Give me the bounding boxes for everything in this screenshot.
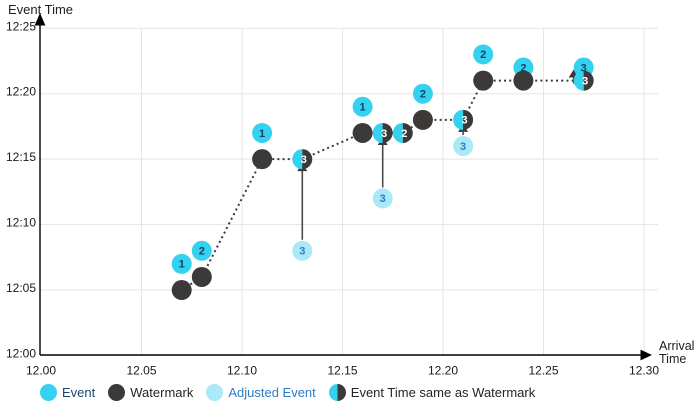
event-point [191, 240, 212, 261]
legend-item-adjusted: Adjusted Event [206, 384, 316, 401]
x-tick-label: 12.20 [428, 364, 458, 378]
event-point [252, 122, 273, 143]
same-as-watermark-point [302, 149, 313, 170]
event-number: 2 [520, 62, 526, 74]
x-tick-label: 12.00 [26, 364, 56, 378]
x-axis-title-line1: Arrival [659, 339, 694, 353]
same-as-watermark-number: 3 [381, 128, 387, 140]
chart-canvas: Event Time Arrival Time 12:00 12:05 12:10 1… [6, 2, 694, 378]
same-as-watermark-point [463, 109, 474, 130]
y-tick-label: 12:15 [6, 150, 36, 164]
legend-label-same: Event Time same as Watermark [350, 385, 536, 400]
x-axis-title-line2: Time [659, 352, 686, 366]
event-number: 2 [420, 89, 426, 101]
x-axis-arrowhead-icon [640, 349, 652, 361]
event-point [171, 253, 192, 274]
adjusted-event-point [292, 240, 313, 261]
event-number: 1 [179, 259, 185, 271]
same-as-watermark-number: 2 [401, 128, 407, 140]
event-point [412, 83, 433, 104]
same-legend-icon [328, 384, 346, 401]
same-as-watermark-number: 3 [582, 75, 588, 87]
y-axis-title: Event Time [8, 2, 73, 17]
y-tick-label: 12:20 [6, 85, 36, 99]
event-number: 3 [581, 62, 587, 74]
x-tick-label: 12.30 [629, 364, 659, 378]
legend-item-watermark: Watermark [108, 384, 193, 401]
same-as-watermark-point [402, 122, 413, 143]
watermark-point [513, 70, 534, 91]
adjusted-legend-icon [206, 384, 224, 401]
event-number: 2 [480, 49, 486, 61]
legend-label-adjusted: Adjusted Event [228, 385, 316, 400]
event-legend-icon [40, 384, 57, 401]
event-number: 1 [259, 128, 265, 140]
same-as-watermark-point [382, 122, 393, 143]
watermark-point [171, 280, 192, 301]
legend-label-event: Event [62, 385, 96, 400]
x-tick-label: 12.10 [227, 364, 257, 378]
same-as-watermark-number: 3 [462, 115, 468, 127]
same-as-watermark-point [453, 109, 464, 130]
legend-item-same: Event Time same as Watermark [328, 384, 536, 401]
same-as-watermark-point [372, 122, 383, 143]
y-tick-label: 12:10 [6, 216, 36, 230]
watermark-point [412, 109, 433, 130]
y-tick-label: 12:00 [6, 347, 36, 361]
adjusted-event-number: 3 [380, 193, 386, 205]
adjusted-event-point [453, 136, 474, 157]
x-tick-label: 12.25 [528, 364, 558, 378]
same-as-watermark-point [573, 70, 584, 91]
event-point [352, 96, 373, 117]
legend-label-watermark: Watermark [130, 385, 194, 400]
adjusted-event-number: 3 [460, 141, 466, 153]
watermark-point [252, 149, 273, 170]
same-as-watermark-point [292, 149, 303, 170]
event-number: 1 [360, 102, 366, 114]
watermark-legend-icon [108, 384, 126, 401]
x-tick-label: 12.05 [126, 364, 156, 378]
same-as-watermark-point [583, 70, 594, 91]
same-as-watermark-point [392, 122, 403, 143]
watermark-point [473, 70, 494, 91]
same-as-watermark-number: 3 [301, 154, 307, 166]
y-axis-arrowhead-icon [34, 13, 46, 26]
adjusted-event-point [372, 188, 393, 209]
x-tick-label: 12.15 [327, 364, 357, 378]
event-number: 2 [199, 246, 205, 258]
watermark-point [352, 122, 373, 143]
watermark-point [191, 266, 212, 287]
y-tick-label: 12:05 [6, 281, 36, 295]
chart-legend: Event Watermark Adjusted Event Event Time s… [40, 384, 535, 401]
legend-item-event: Event [40, 384, 95, 401]
event-point [473, 44, 494, 65]
adjusted-event-number: 3 [299, 246, 305, 258]
y-tick-label: 12:25 [6, 19, 36, 33]
